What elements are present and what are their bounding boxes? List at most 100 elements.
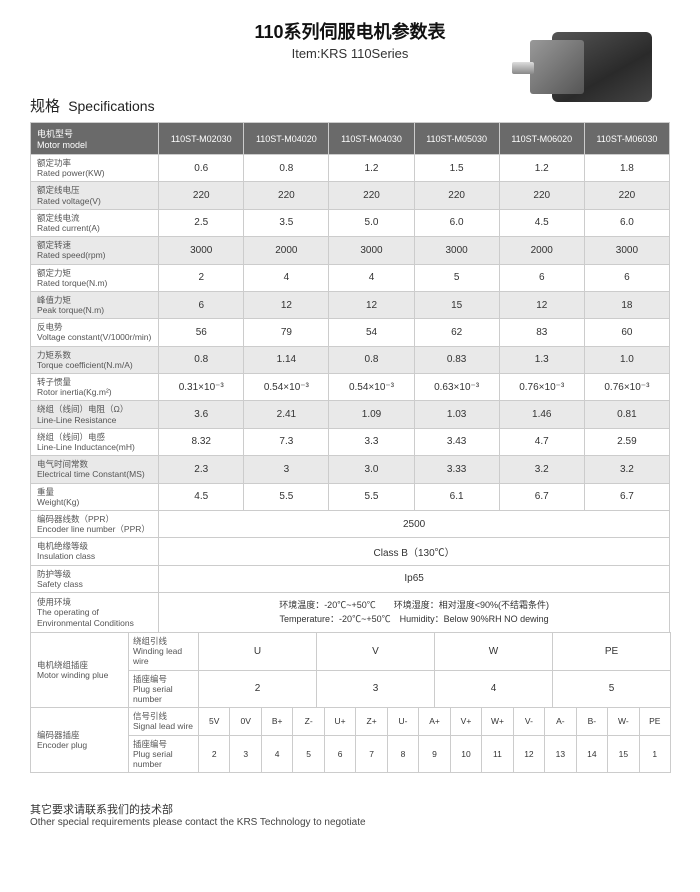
row-label: 额定功率Rated power(KW) (31, 155, 159, 182)
encoder-signal-value: PE (639, 708, 670, 735)
winding-plug-table: 电机绕组插座Motor winding plue绕组引线Winding lead… (30, 632, 671, 708)
winding-num-value: 5 (553, 670, 671, 708)
cell-value: 220 (414, 182, 499, 209)
cell-value: 220 (499, 182, 584, 209)
cell-value: 54 (329, 319, 414, 346)
cell-value: 2000 (244, 237, 329, 264)
cell-value: 3.2 (584, 456, 669, 483)
cell-value: 3000 (584, 237, 669, 264)
cell-value: 0.81 (584, 401, 669, 428)
cell-value: 83 (499, 319, 584, 346)
cell-value: 1.14 (244, 346, 329, 373)
cell-value: 6 (584, 264, 669, 291)
cell-value: 220 (584, 182, 669, 209)
cell-value: 6.7 (584, 483, 669, 510)
encoder-num-value: 15 (608, 735, 639, 773)
footer-cn: 其它要求请联系我们的技术部 (30, 801, 670, 817)
cell-value: 1.3 (499, 346, 584, 373)
col-header-model-value: 110ST-M04020 (244, 123, 329, 155)
winding-lead-value: V (317, 633, 435, 671)
cell-value: 0.63×10⁻³ (414, 374, 499, 401)
cell-value: 2.59 (584, 428, 669, 455)
encoder-signal-value: W- (608, 708, 639, 735)
cell-value: 6.1 (414, 483, 499, 510)
cell-value: 2.41 (244, 401, 329, 428)
row-label: 反电势Voltage constant(V/1000r/min) (31, 319, 159, 346)
cell-value: 6.7 (499, 483, 584, 510)
winding-plug-label: 电机绕组插座Motor winding plue (31, 633, 129, 708)
winding-num-value: 4 (435, 670, 553, 708)
row-label: 额定转速Rated speed(rpm) (31, 237, 159, 264)
cell-value: 3.3 (329, 428, 414, 455)
row-label: 电机绝缘等级Insulation class (31, 538, 159, 565)
cell-value: 1.5 (414, 155, 499, 182)
cell-value: 0.8 (244, 155, 329, 182)
encoder-num-value: 13 (545, 735, 576, 773)
cell-value: 4 (244, 264, 329, 291)
encoder-num-value: 8 (387, 735, 418, 773)
cell-value: 6 (159, 291, 244, 318)
row-label: 力矩系数Torque coefficient(N.m/A) (31, 346, 159, 373)
encoder-num-value: 9 (419, 735, 450, 773)
encoder-signal-value: 5V (199, 708, 230, 735)
cell-span-value: Class B（130℃） (159, 538, 670, 565)
footer: 其它要求请联系我们的技术部 Other special requirements… (30, 801, 670, 828)
row-label: 编码器线数（PPR）Encoder line number（PPR） (31, 510, 159, 537)
cell-value: 1.2 (329, 155, 414, 182)
cell-value: 0.31×10⁻³ (159, 374, 244, 401)
winding-num-value: 3 (317, 670, 435, 708)
cell-value: 6 (499, 264, 584, 291)
row-label: 电气时间常数Electrical time Constant(MS) (31, 456, 159, 483)
cell-value: 220 (329, 182, 414, 209)
cell-value: 1.09 (329, 401, 414, 428)
encoder-num-value: 12 (513, 735, 544, 773)
col-header-model-value: 110ST-M06030 (584, 123, 669, 155)
winding-num-value: 2 (199, 670, 317, 708)
encoder-signal-value: U- (387, 708, 418, 735)
cell-value: 8.32 (159, 428, 244, 455)
cell-value: 3000 (159, 237, 244, 264)
cell-span-value: 2500 (159, 510, 670, 537)
cell-value: 1.8 (584, 155, 669, 182)
cell-value: 0.6 (159, 155, 244, 182)
motor-image (520, 14, 670, 124)
cell-value: 4 (329, 264, 414, 291)
cell-value: 0.83 (414, 346, 499, 373)
env-cell: 环境温度：-20℃~+50℃ 环境湿度：相对湿度<90%(不结霜条件)Tempe… (159, 593, 670, 633)
cell-value: 0.76×10⁻³ (499, 374, 584, 401)
cell-value: 4.5 (499, 209, 584, 236)
cell-value: 12 (499, 291, 584, 318)
cell-value: 1.0 (584, 346, 669, 373)
cell-value: 4.7 (499, 428, 584, 455)
row-label: 重量Weight(Kg) (31, 483, 159, 510)
row-label: 峰值力矩Peak torque(N.m) (31, 291, 159, 318)
cell-value: 2 (159, 264, 244, 291)
cell-value: 12 (329, 291, 414, 318)
encoder-num-value: 5 (293, 735, 324, 773)
cell-value: 0.54×10⁻³ (329, 374, 414, 401)
cell-value: 7.3 (244, 428, 329, 455)
encoder-num-value: 10 (450, 735, 481, 773)
encoder-num-value: 7 (356, 735, 387, 773)
col-header-model-value: 110ST-M04030 (329, 123, 414, 155)
cell-value: 3000 (329, 237, 414, 264)
cell-value: 18 (584, 291, 669, 318)
encoder-num-value: 6 (324, 735, 355, 773)
cell-value: 0.76×10⁻³ (584, 374, 669, 401)
col-header-model: 电机型号Motor model (31, 123, 159, 155)
winding-lead-value: U (199, 633, 317, 671)
spec-table: 电机型号Motor model110ST-M02030110ST-M040201… (30, 122, 670, 633)
cell-value: 3.43 (414, 428, 499, 455)
winding-lead-label: 绕组引线Winding lead wire (129, 633, 199, 671)
encoder-signal-value: U+ (324, 708, 355, 735)
col-header-model-value: 110ST-M02030 (159, 123, 244, 155)
cell-value: 1.03 (414, 401, 499, 428)
winding-lead-value: PE (553, 633, 671, 671)
cell-value: 2000 (499, 237, 584, 264)
row-label: 额定线电流Rated current(A) (31, 209, 159, 236)
encoder-num-value: 2 (199, 735, 230, 773)
cell-value: 3.6 (159, 401, 244, 428)
cell-value: 0.8 (159, 346, 244, 373)
encoder-signal-value: A- (545, 708, 576, 735)
encoder-signal-value: 0V (230, 708, 261, 735)
